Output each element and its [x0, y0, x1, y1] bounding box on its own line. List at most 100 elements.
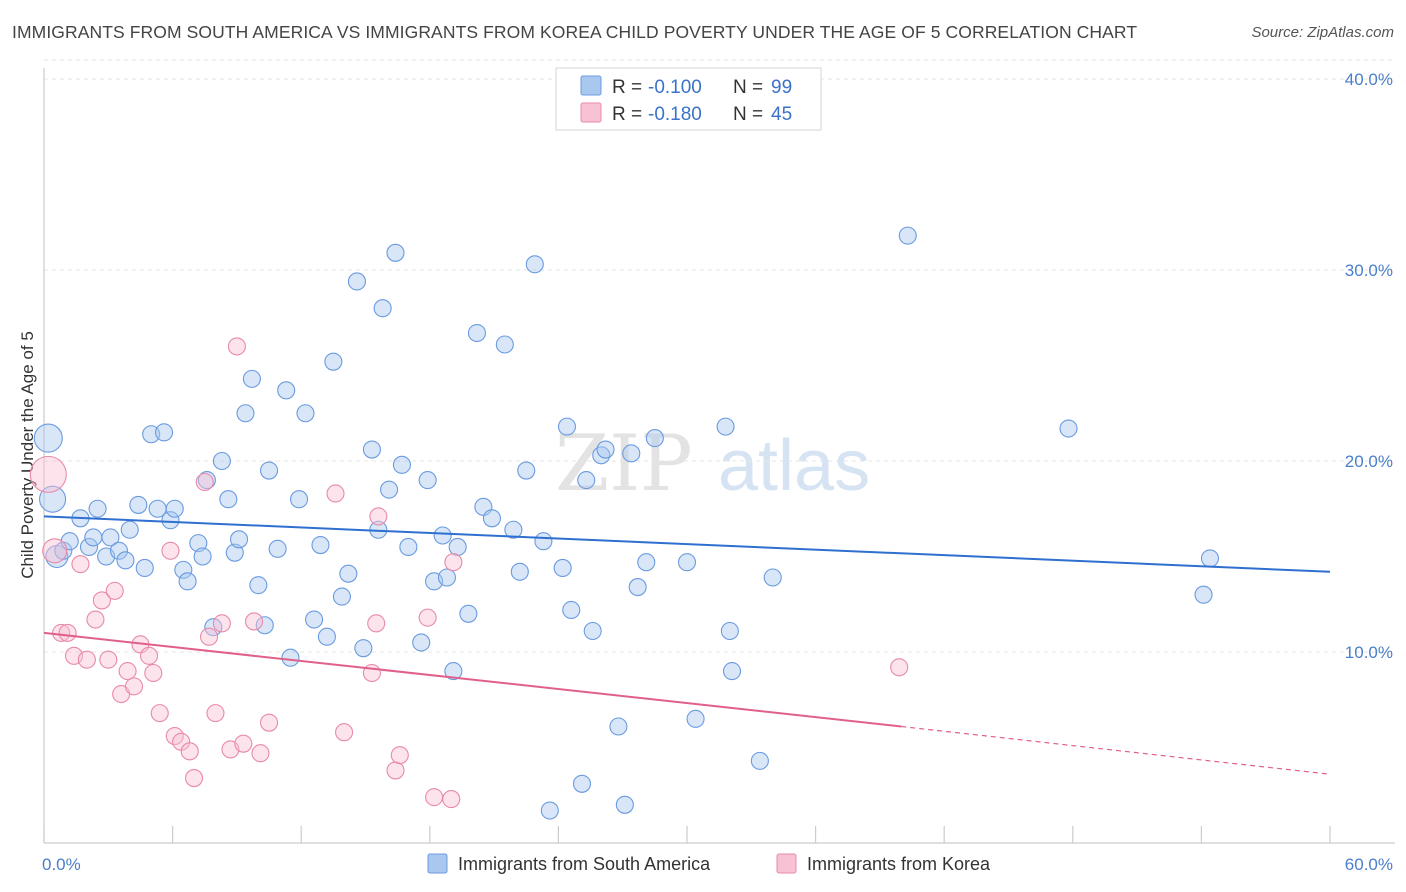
trend-line-korea	[43, 631, 902, 728]
point-korea	[369, 507, 388, 526]
chart-title: IMMIGRANTS FROM SOUTH AMERICA VS IMMIGRA…	[12, 22, 1138, 42]
legend: Immigrants from South America Immigrants…	[427, 853, 991, 874]
legend-label-korea: Immigrants from Korea	[807, 854, 991, 874]
point-south-america	[347, 272, 366, 291]
point-south-america	[135, 558, 154, 578]
point-south-america	[178, 572, 197, 591]
stats-n-label: N =	[733, 77, 763, 98]
point-south-america	[161, 511, 180, 530]
point-korea	[58, 623, 77, 642]
point-south-america	[448, 537, 467, 557]
point-south-america	[553, 558, 572, 578]
point-south-america	[33, 423, 63, 453]
point-south-america	[596, 440, 615, 459]
point-south-america	[242, 369, 261, 388]
trend-lines	[43, 515, 1331, 775]
watermark-atlas: atlas	[718, 426, 870, 506]
point-korea	[77, 650, 96, 669]
point-south-america	[386, 243, 405, 262]
legend-swatch-south-america	[427, 853, 448, 874]
stats-r-value: -0.100	[648, 77, 702, 98]
point-south-america	[116, 551, 135, 570]
point-korea	[386, 761, 405, 780]
point-south-america	[534, 532, 553, 551]
stats-r-label: R =	[612, 104, 642, 125]
point-south-america	[1059, 419, 1078, 438]
point-south-america	[482, 509, 502, 528]
point-south-america	[418, 471, 437, 490]
point-south-america	[392, 455, 411, 474]
point-korea	[199, 627, 219, 646]
point-south-america	[88, 499, 107, 518]
point-south-america	[622, 444, 641, 463]
point-south-america	[380, 480, 399, 499]
watermark-zip: ZIP	[555, 419, 693, 509]
point-south-america	[504, 520, 523, 539]
point-south-america	[572, 774, 592, 793]
x-ticks	[43, 826, 1331, 843]
point-korea	[180, 742, 199, 761]
point-south-america	[339, 564, 358, 583]
point-korea	[86, 610, 105, 629]
point-south-america	[268, 539, 287, 558]
point-south-america	[354, 639, 373, 658]
point-south-america	[249, 576, 268, 595]
y-tick-label: 10.0%	[1345, 643, 1393, 662]
point-south-america	[540, 801, 559, 820]
point-south-america	[459, 604, 478, 623]
legend-swatch-korea	[776, 853, 797, 874]
point-south-america	[525, 255, 544, 274]
y-tick-label: 20.0%	[1345, 452, 1393, 471]
point-south-america	[467, 323, 487, 343]
y-tick-label: 40.0%	[1345, 70, 1393, 89]
point-korea	[234, 734, 253, 753]
point-south-america	[444, 662, 463, 681]
point-korea	[212, 614, 231, 633]
point-south-america	[763, 568, 782, 587]
point-south-america	[255, 616, 274, 635]
point-south-america	[277, 381, 296, 400]
point-korea	[244, 612, 264, 631]
point-south-america	[259, 461, 279, 480]
point-korea	[227, 337, 246, 356]
grid	[44, 59, 1395, 653]
axes	[43, 68, 1395, 844]
point-south-america	[311, 535, 330, 555]
point-korea	[105, 581, 124, 600]
point-korea	[42, 538, 68, 564]
point-korea	[390, 746, 409, 765]
point-south-america	[236, 404, 255, 423]
point-south-america	[628, 578, 647, 597]
point-korea	[367, 614, 386, 633]
point-south-america	[557, 417, 577, 436]
point-korea	[139, 646, 159, 665]
point-south-america	[317, 627, 336, 646]
point-south-america	[84, 528, 103, 547]
stats-swatch-korea	[580, 102, 602, 123]
point-south-america	[609, 717, 628, 736]
trend-line-korea-extension	[901, 725, 1331, 775]
point-south-america	[615, 795, 634, 814]
point-south-america	[332, 587, 351, 606]
point-south-america	[193, 547, 212, 566]
point-korea	[99, 650, 118, 669]
point-korea	[206, 704, 225, 723]
point-south-america	[109, 541, 129, 560]
point-korea	[161, 541, 180, 560]
data-points	[29, 226, 1220, 820]
stats-n-value: 99	[771, 77, 792, 98]
x-tick-labels: 0.0% 60.0%	[42, 855, 1393, 874]
point-south-america	[225, 543, 244, 562]
point-korea	[71, 555, 90, 574]
point-south-america	[120, 520, 139, 539]
point-korea	[326, 484, 345, 503]
point-south-america	[898, 226, 917, 245]
point-south-america	[437, 568, 456, 587]
point-south-america	[1200, 549, 1220, 568]
point-south-america	[716, 417, 735, 436]
point-korea	[335, 723, 354, 742]
point-korea	[118, 662, 137, 681]
y-tick-labels: 10.0% 20.0% 30.0% 40.0%	[1345, 70, 1393, 662]
point-south-america	[305, 610, 324, 629]
